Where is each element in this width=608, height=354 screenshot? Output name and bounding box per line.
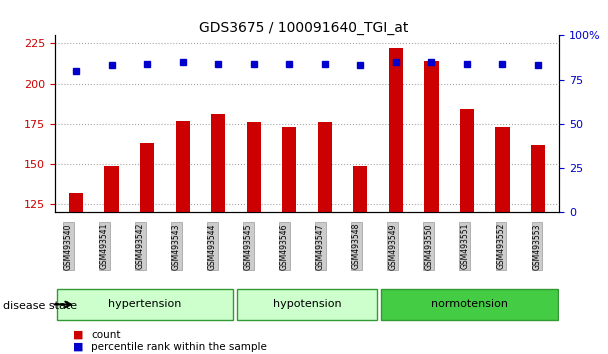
Text: GSM493542: GSM493542 xyxy=(136,223,145,269)
Bar xyxy=(389,48,403,212)
Text: GSM493544: GSM493544 xyxy=(208,223,217,269)
Text: disease state: disease state xyxy=(3,301,77,311)
Text: GSM493553: GSM493553 xyxy=(533,223,541,269)
FancyBboxPatch shape xyxy=(237,289,378,320)
Text: GSM493541: GSM493541 xyxy=(100,223,109,269)
FancyBboxPatch shape xyxy=(57,289,233,320)
Bar xyxy=(424,61,438,212)
Bar xyxy=(496,127,510,212)
Text: normotension: normotension xyxy=(430,299,508,309)
Bar xyxy=(247,122,261,212)
Bar xyxy=(211,114,226,212)
Bar xyxy=(460,109,474,212)
Text: GSM493548: GSM493548 xyxy=(352,223,361,269)
Text: GSM493546: GSM493546 xyxy=(280,223,289,269)
FancyBboxPatch shape xyxy=(381,289,558,320)
Bar xyxy=(318,122,332,212)
Text: ■: ■ xyxy=(73,342,83,352)
Text: hypertension: hypertension xyxy=(108,299,182,309)
Bar xyxy=(105,166,119,212)
Bar xyxy=(69,193,83,212)
Text: count: count xyxy=(91,330,121,339)
Text: GSM493545: GSM493545 xyxy=(244,223,253,269)
Bar xyxy=(176,121,190,212)
Text: GSM493547: GSM493547 xyxy=(316,223,325,269)
Text: hypotension: hypotension xyxy=(273,299,341,309)
Text: GSM493549: GSM493549 xyxy=(388,223,397,269)
Bar xyxy=(140,143,154,212)
Text: ■: ■ xyxy=(73,330,83,339)
Bar xyxy=(282,127,296,212)
Text: GSM493551: GSM493551 xyxy=(460,223,469,269)
Text: percentile rank within the sample: percentile rank within the sample xyxy=(91,342,267,352)
Text: GDS3675 / 100091640_TGI_at: GDS3675 / 100091640_TGI_at xyxy=(199,21,409,35)
Text: GSM493543: GSM493543 xyxy=(172,223,181,269)
Text: GSM493552: GSM493552 xyxy=(496,223,505,269)
Text: GSM493550: GSM493550 xyxy=(424,223,433,269)
Text: GSM493540: GSM493540 xyxy=(64,223,73,269)
Bar xyxy=(353,166,367,212)
Bar xyxy=(531,145,545,212)
